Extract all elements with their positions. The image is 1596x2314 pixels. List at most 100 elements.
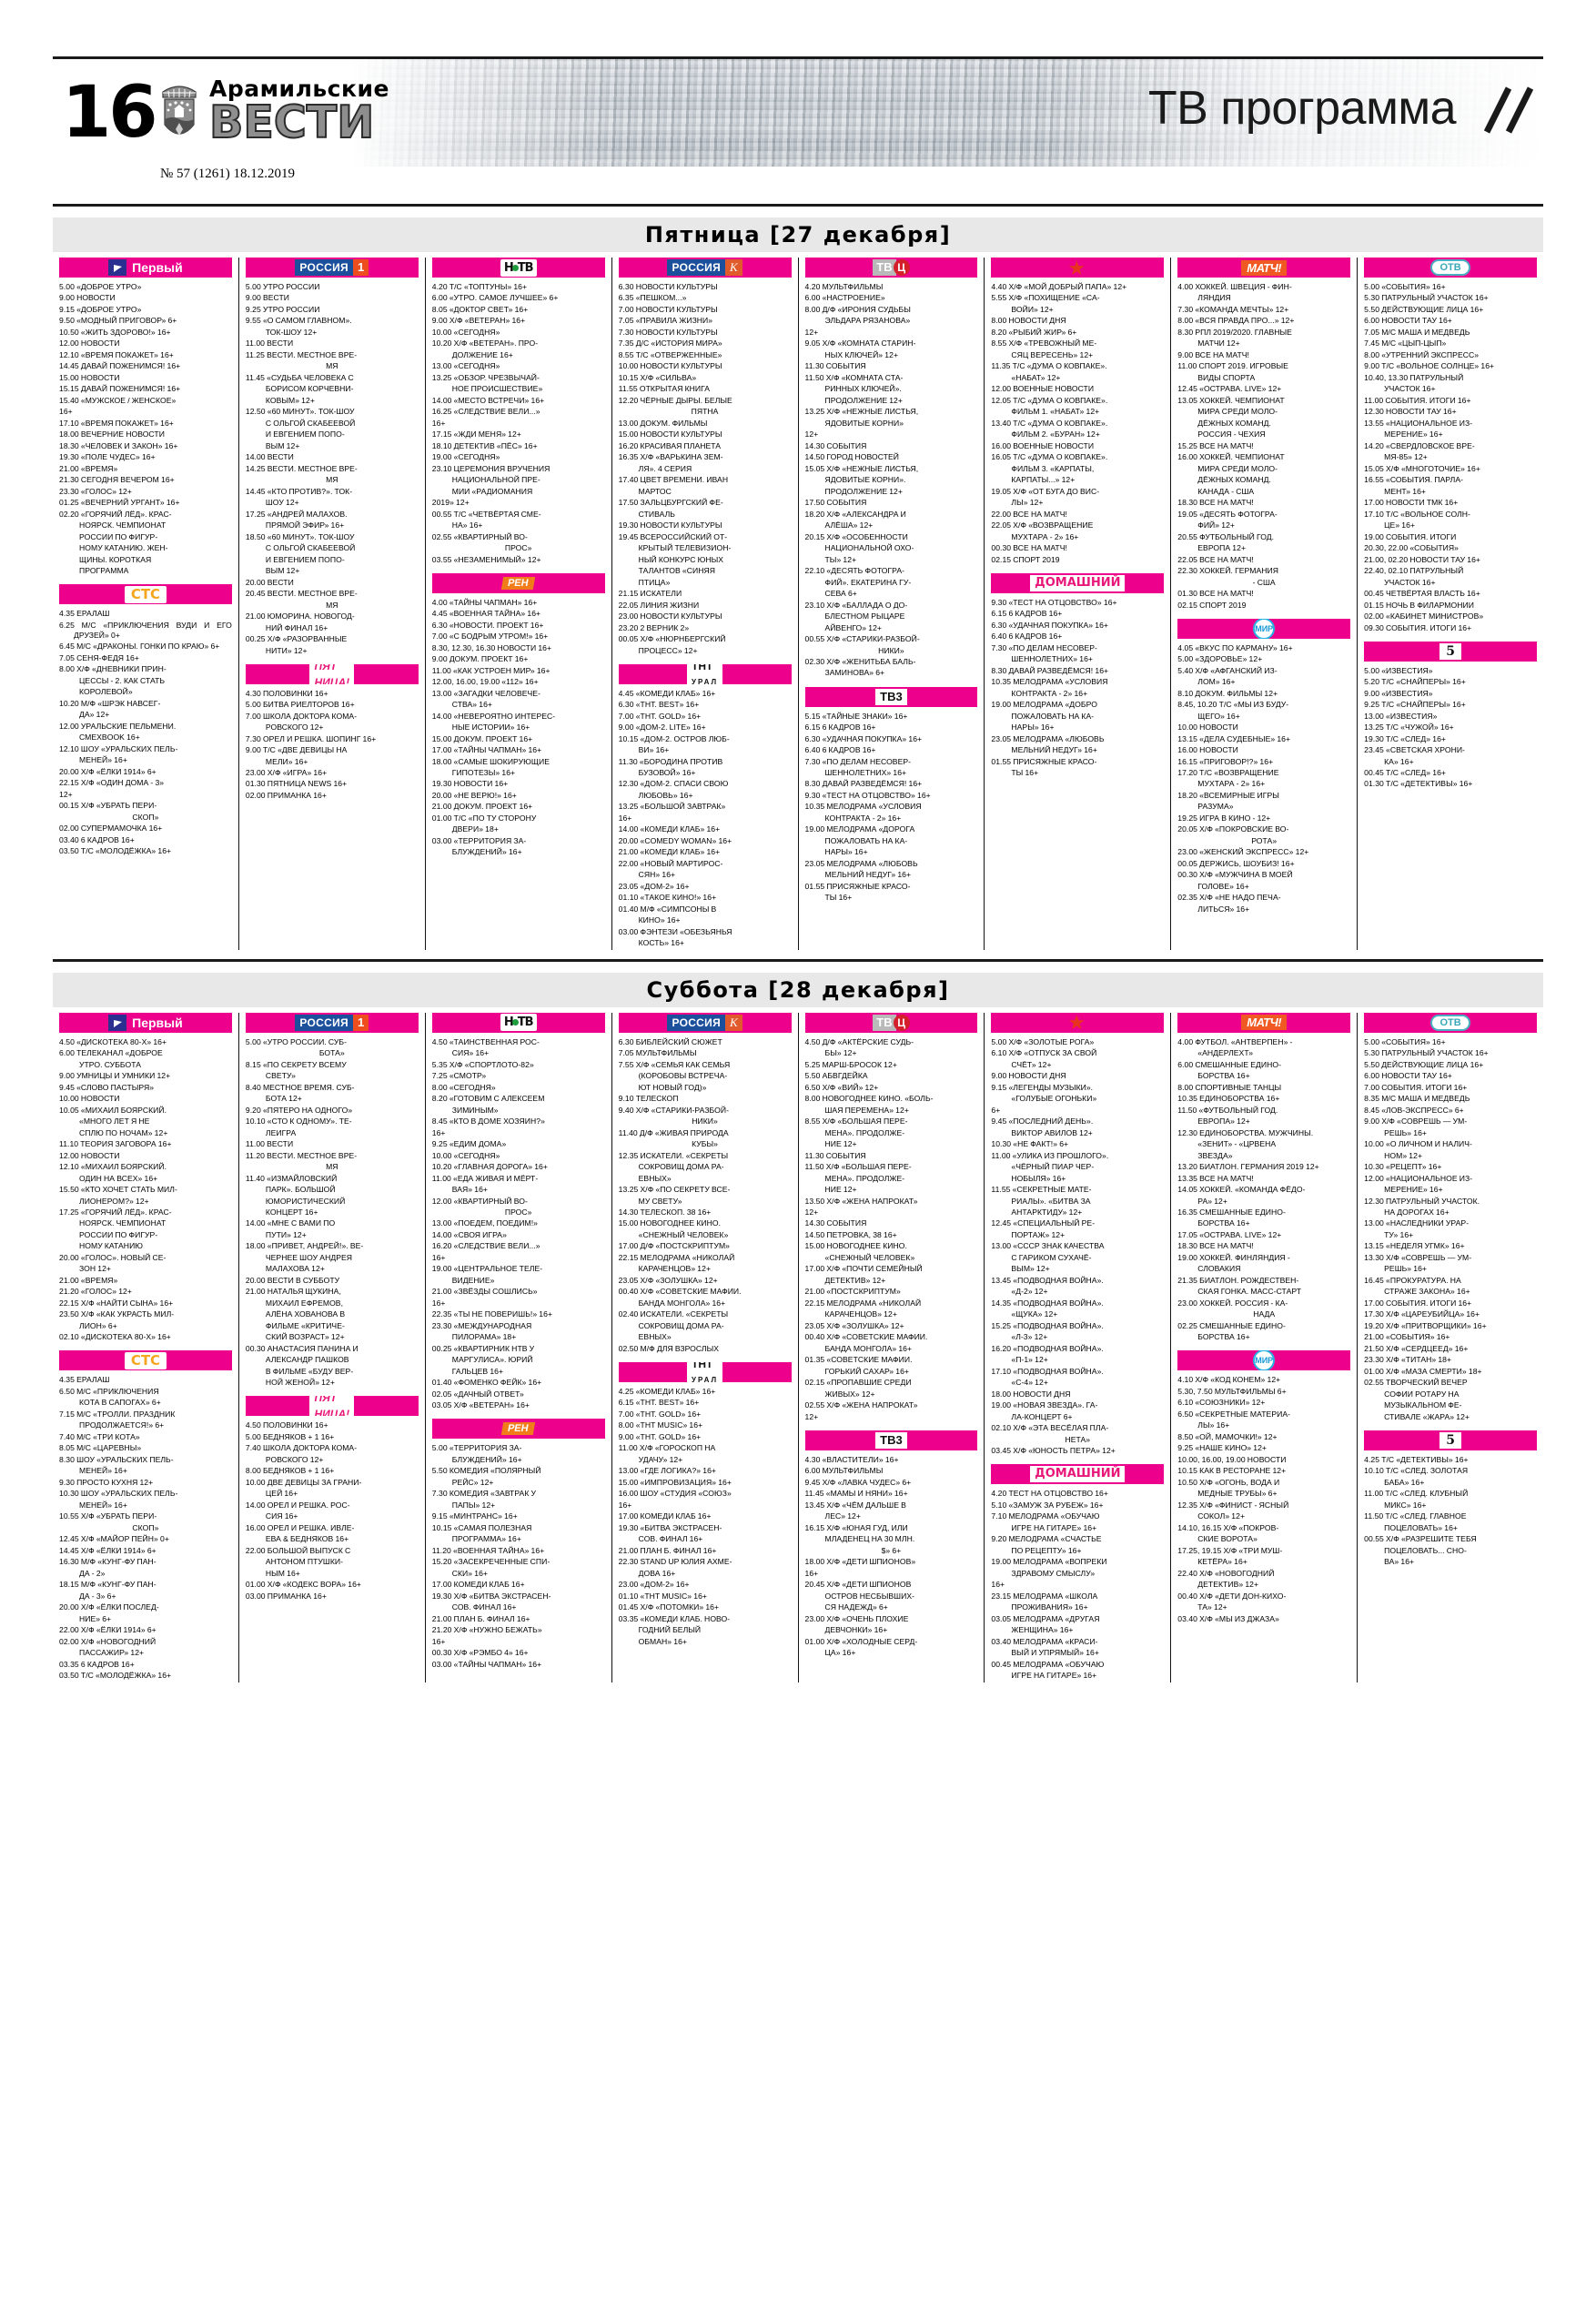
program-item: 4.10 Х/Ф «КОД КОНЕМ» 12+: [1177, 1375, 1281, 1385]
program-item: 13.30 Х/Ф «СОВРЕШЬ — УМ-: [1364, 1252, 1472, 1262]
program-item: 14.50 ГОРОД НОВОСТЕЙ: [804, 452, 899, 462]
program-item: «ЗЕНИТ» - «ЦРВЕНА: [1197, 1139, 1277, 1149]
program-item: 13.25 Х/Ф «ПО СЕКРЕТУ ВСЕ-: [618, 1185, 731, 1195]
program-item: 21.15 ИСКАТЕЛИ: [618, 589, 682, 599]
program-item: 6.50 «СЕКРЕТНЫЕ МАТЕРИА-: [1177, 1409, 1291, 1419]
tv-schedule-root: Пятница [27 декабря] Первый 5.00 «ДОБРОЕ У…: [53, 217, 1543, 1682]
program-item: ЭЛЬДАРА РЯЗАНОВА»: [824, 316, 911, 326]
program-item: 6.30 «ТНТ. BEST» 16+: [618, 700, 700, 710]
program-item: 8.00 «СЕГОДНЯ»: [431, 1082, 496, 1092]
program-item: СЯ НАДЕЖД» 6+: [824, 1602, 888, 1612]
program-item: 15.00 НОВОСТИ КУЛЬТУРЫ: [618, 429, 722, 440]
program-item: С ГАРИКОМ СУХАЧЁ-: [1011, 1252, 1092, 1262]
program-item: 8.20 «РЫБИЙ ЖИР» 6+: [991, 327, 1077, 337]
program-item: 20.00 ВЕСТИ: [245, 577, 294, 587]
program-item: ВЫМ» 12+: [1011, 1264, 1050, 1274]
program-item: ОСТРОВ НЕСБЫВШИХ-: [824, 1591, 915, 1601]
program-item: «ЩУКА» 12+: [1011, 1309, 1058, 1319]
program-item: БУЗОВОЙ» 16+: [638, 767, 696, 777]
channel-logo-bar: РОССИЯ K: [618, 258, 792, 278]
program-item: ПОЖАЛОВАТЬ НА КА-: [1011, 711, 1095, 721]
program-item: ВЫМ 12+: [265, 440, 300, 450]
program-item: 12.35 Х/Ф «ФИНИСТ - ЯСНЫЙ: [1177, 1500, 1289, 1510]
program-item: 17.00 КОМЕДИ КЛАБ 16+: [431, 1580, 525, 1590]
program-list: 4.30 «ВЛАСТИТЕЛИ» 16+ 6.00 МУЛЬТФИЛЬМЫ 9.4…: [805, 1455, 978, 1658]
program-item: 4.00 «ТАЙНЫ ЧАПМАН» 16+: [431, 597, 538, 607]
program-item: СТИВАЛЕ «ЖАРА» 12+: [1384, 1411, 1470, 1421]
program-item: 22.00 «НОВЫЙ МАРТИРОС-: [618, 858, 723, 868]
program-item: «СНЕЖНЫЙ ЧЕЛОВЕК»: [824, 1252, 915, 1262]
program-list: 5.00 «СОБЫТИЯ» 16+ 5.30 ПАТРУЛЬНЫЙ УЧАСТО…: [1364, 1037, 1537, 1422]
program-item: СЕВА 6+: [824, 589, 857, 599]
program-item: БАБА» 16+: [1384, 1477, 1425, 1487]
program-item: 9.25 «ЕДИМ ДОМА»: [431, 1139, 507, 1149]
ren-logo: РЕН: [501, 1422, 536, 1436]
program-item: 17.00 НОВОСТИ ТМК 16+: [1364, 498, 1459, 508]
program-item: 9.30 ПРОСТО КУХНЯ 12+: [59, 1477, 154, 1487]
program-item: 5.35 Х/Ф «СПОРТЛОТО-82»: [431, 1059, 534, 1069]
program-item: 21.00 «КОМЕДИ КЛАБ» 16+: [618, 847, 721, 857]
program-item: 21.00 ПЛАН Б. ФИНАЛ 16+: [431, 1613, 530, 1623]
program-item: 10.20 М/Ф «ШРЭК НАВСЕГ-: [59, 698, 161, 708]
program-item: 19.30 Х/Ф «БИТВА ЭКСТРАСЕН-: [431, 1591, 551, 1601]
program-list: 5.00 «СОБЫТИЯ» 16+ 5.30 ПАТРУЛЬНЫЙ УЧАСТО…: [1364, 282, 1537, 633]
program-item: 4.25 «КОМЕДИ КЛАБ» 16+: [618, 1386, 716, 1396]
program-item: 18.00 «САМЫЕ ШОКИРУЮЩИЕ: [431, 756, 551, 766]
program-item: МИКС» 16+: [1384, 1500, 1427, 1510]
program-item: 23.10 Х/Ф «БАЛЛАДА О ДО-: [804, 600, 908, 610]
program-item: 14.20 «СВЕРДЛОВСКОЕ ВРЕ-: [1364, 440, 1475, 450]
channel-column-3: Н ТВ 4.20 Т/С «ТОПТУНЫ» 16+ 6.00 «УТРО. САМ…: [424, 258, 611, 950]
program-item: ПАРК». БОЛЬШОЙ: [265, 1185, 336, 1195]
program-item: 14.00 ОРЕЛ И РЕШКА. РОС-: [245, 1500, 350, 1510]
program-item: 00.40 Х/Ф «СОВЕТСКИЕ МАФИИ.: [804, 1332, 928, 1342]
program-item: ВИ» 16+: [638, 745, 670, 755]
program-item: 6.35 «ПЕШКОМ...»: [618, 293, 687, 303]
program-item: 7.40 ШКОЛА ДОКТОРА КОМА-: [245, 1443, 358, 1453]
program-item: 5.50 КОМЕДИЯ «ПОЛЯРНЫЙ: [431, 1466, 541, 1476]
program-item: 4.20 ТЕСТ НА ОТЦОВСТВО 16+: [991, 1489, 1108, 1499]
program-item: 7.05 СЕНЯ-ФЕДЯ 16+: [59, 652, 139, 662]
program-item: 21.30 СЕГОДНЯ ВЕЧЕРОМ 16+: [59, 475, 175, 485]
day-header-label: Пятница [27 декабря]: [644, 222, 952, 248]
program-item: ШЕННОЛЕТНИХ» 16+: [824, 767, 907, 777]
program-item: ВИДЕНИЕ»: [451, 1275, 495, 1285]
masthead-top-rule: [53, 56, 1543, 59]
program-item: ПОЖАЛОВАТЬ НА КА-: [824, 835, 908, 845]
program-item: АНТОНОМ ПТУШКИ-: [265, 1557, 344, 1567]
program-item: ЛИОНЕРОМ?» 12+: [79, 1196, 149, 1206]
program-item: КОНЦЕРТ 16+: [265, 1208, 318, 1217]
program-item: 00.40 Х/Ф «СОВЕТСКИЕ МАФИИ.: [618, 1287, 742, 1297]
program-item: 22.30 STAND UP ЮЛИЯ АХМЕ-: [618, 1557, 732, 1567]
program-item: УЧАСТОК 16+: [1384, 577, 1436, 587]
program-item: 5.10 «ЗАМУЖ ЗА РУБЕЖ» 16+: [991, 1500, 1104, 1510]
program-item: 16+: [431, 418, 446, 428]
program-item: ПРОЦЕСС» 12+: [638, 645, 698, 655]
program-item: НЫЙ КОНКУРС ЮНЫХ: [638, 554, 724, 564]
program-item: 6.15 6 КАДРОВ 16+: [991, 609, 1063, 619]
program-item: 11.25 ВЕСТИ. МЕСТНОЕ ВРЕ-: [245, 349, 358, 359]
program-item: 02.55 ТВОРЧЕСКИЙ ВЕЧЕР: [1364, 1378, 1468, 1388]
channel-logo-bar: ПЯТ НИЦА!: [245, 1396, 419, 1417]
program-item: МЯ: [326, 475, 338, 485]
program-item: 17.30 Х/Ф «ЦАРЕУБИЙЦА» 16+: [1364, 1309, 1480, 1319]
program-item: 8.05 М/С «ЦАРЕВНЫ»: [59, 1443, 142, 1453]
program-item: 9.00 ВСЕ НА МАТЧ!: [1177, 349, 1249, 359]
program-item: 00.45 ЧЕТВЁРТАЯ ВЛАСТЬ 16+: [1364, 589, 1480, 599]
program-item: $» 6+: [881, 1545, 902, 1555]
channel-logo-bar: ★: [991, 258, 1165, 278]
program-item: 13.00 «ГДЕ ЛОГИКА?» 16+: [618, 1466, 716, 1476]
program-item: 14.00 «МНЕ С ВАМИ ПО: [245, 1218, 336, 1228]
day-header-friday: Пятница [27 декабря]: [53, 217, 1543, 252]
program-item: 10.10 Т/С «СЛЕД. ЗОЛОТАЯ: [1364, 1466, 1469, 1476]
program-item: 9.25 Т/С «СНАЙПЕРЫ» 16+: [1364, 700, 1466, 710]
channel-column-7: МАТЧ! 4.00 ХОККЕЙ. ШВЕЦИЯ - ФИН- ЛЯНДИЯ 7.3…: [1170, 258, 1357, 950]
program-item: - США: [1252, 577, 1276, 587]
program-item: 7.30 «КОМАНДА МЕЧТЫ» 12+: [1177, 304, 1289, 314]
program-item: 14.45 ДАВАЙ ПОЖЕНИМСЯ! 16+: [59, 361, 181, 371]
program-item: КОНТРАКТА - 2» 16+: [824, 813, 902, 823]
tvc-logo: ТВ Ц: [873, 259, 910, 276]
program-item: «НАБАТ» 12+: [1011, 372, 1061, 382]
program-item: 10.30 «НЕ ФАКТ!» 6+: [991, 1139, 1069, 1149]
tv3-logo: ТВ3: [875, 1431, 907, 1449]
program-item: 5.00 «СОБЫТИЯ» 16+: [1364, 1036, 1446, 1046]
